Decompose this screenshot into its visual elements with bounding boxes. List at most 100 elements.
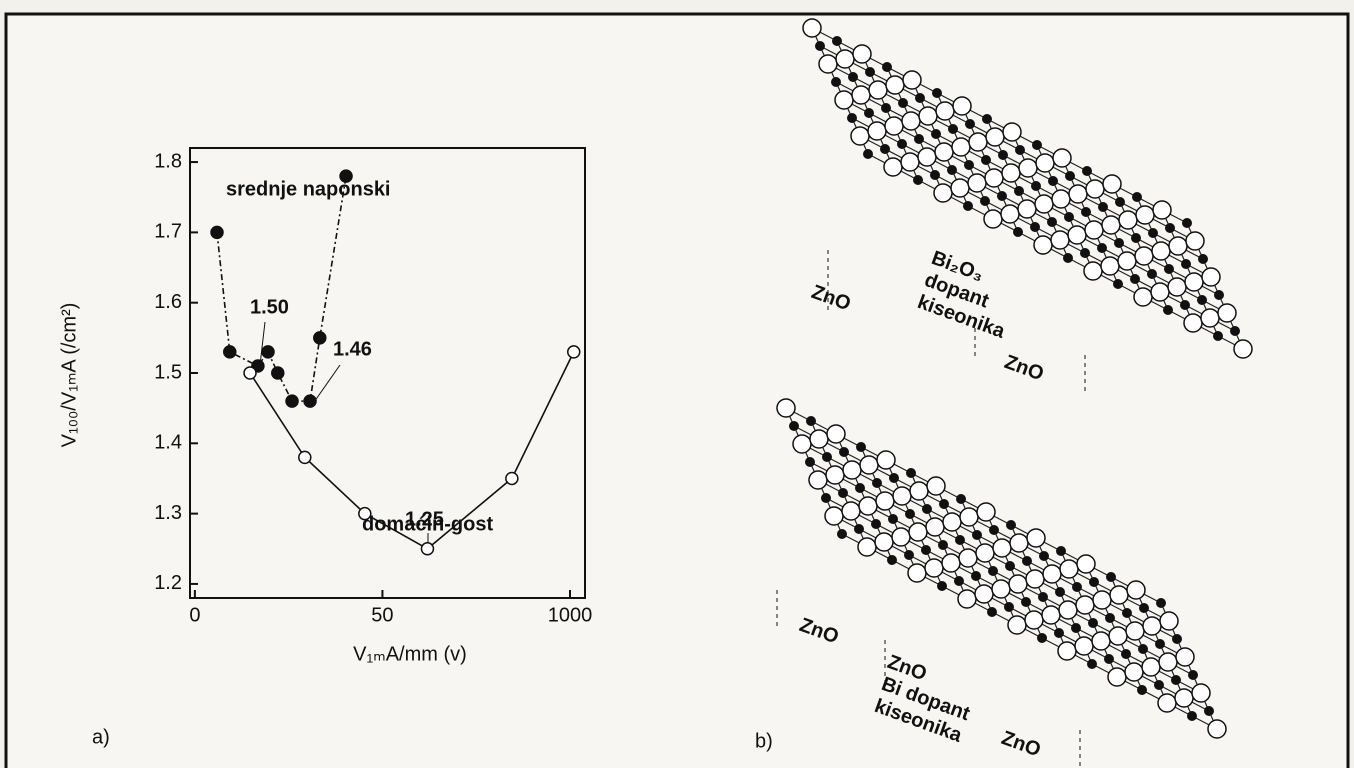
y-tick-label: 1.8 — [154, 150, 182, 172]
atom-small — [1098, 202, 1108, 212]
atom-small — [1122, 608, 1132, 618]
atom-small — [1087, 659, 1097, 669]
atom-large — [1019, 159, 1037, 177]
y-tick-label: 1.3 — [154, 502, 182, 524]
atom-small — [864, 108, 874, 118]
data-point — [272, 367, 284, 379]
y-tick-label: 1.4 — [154, 432, 182, 454]
atom-small — [1172, 634, 1182, 644]
atom-large — [1169, 237, 1187, 255]
atom-small — [1197, 295, 1207, 305]
atom-large — [943, 513, 961, 531]
atom-small — [988, 566, 998, 576]
figure-frame — [6, 14, 1348, 768]
atom-small — [848, 72, 858, 82]
atom-large — [902, 112, 920, 130]
atom-large — [969, 133, 987, 151]
atom-small — [1148, 228, 1158, 238]
data-point — [359, 508, 371, 520]
atom-small — [987, 607, 997, 617]
atom-small — [956, 494, 966, 504]
annotation: 1.46 — [333, 338, 372, 360]
atom-large — [1159, 653, 1177, 671]
atom-large — [1134, 288, 1152, 306]
atom-large — [1068, 226, 1086, 244]
atom-large — [836, 50, 854, 68]
atom-small — [863, 149, 873, 159]
atom-large — [992, 580, 1010, 598]
atom-large — [793, 435, 811, 453]
atom-small — [938, 540, 948, 550]
series-label: srednje naponski — [226, 178, 391, 200]
atom-large — [976, 544, 994, 562]
atom-large — [842, 502, 860, 520]
atom-small — [1065, 171, 1075, 181]
atom-large — [1085, 221, 1103, 239]
atom-small — [989, 525, 999, 535]
atom-small — [1013, 227, 1023, 237]
atom-large — [1125, 663, 1143, 681]
atom-large — [892, 528, 910, 546]
atom-large — [1086, 180, 1104, 198]
atom-large — [1051, 231, 1069, 249]
atom-small — [1063, 253, 1073, 263]
atom-small — [915, 93, 925, 103]
atom-small — [1055, 587, 1065, 597]
atom-large — [903, 71, 921, 89]
data-point — [299, 451, 311, 463]
atom-small — [1115, 197, 1125, 207]
atom-small — [1163, 305, 1173, 315]
atom-small — [1214, 290, 1224, 300]
atom-small — [856, 442, 866, 452]
atom-small — [1187, 711, 1197, 721]
atom-small — [1005, 561, 1015, 571]
atom-small — [1072, 582, 1082, 592]
atom-large — [1102, 216, 1120, 234]
atom-large — [1184, 314, 1202, 332]
atom-small — [1097, 243, 1107, 253]
atom-large — [885, 117, 903, 135]
atom-small — [1048, 176, 1058, 186]
atom-large — [835, 91, 853, 109]
atom-large — [893, 487, 911, 505]
atom-small — [954, 576, 964, 586]
atom-small — [904, 550, 914, 560]
atom-large — [1108, 668, 1126, 686]
atom-large — [1069, 185, 1087, 203]
atom-large — [819, 55, 837, 73]
atom-large — [919, 107, 937, 125]
atom-large — [1101, 257, 1119, 275]
atom-large — [1052, 190, 1070, 208]
atom-small — [839, 447, 849, 457]
atom-large — [958, 590, 976, 608]
atom-small — [955, 535, 965, 545]
atom-small — [1022, 556, 1032, 566]
atom-small — [1006, 520, 1016, 530]
atom-small — [914, 134, 924, 144]
atom-small — [1071, 623, 1081, 633]
atom-large — [859, 497, 877, 515]
atom-large — [826, 466, 844, 484]
atom-small — [1121, 649, 1131, 659]
x-tick-label: 0 — [189, 604, 200, 626]
atom-large — [825, 507, 843, 525]
atom-small — [882, 62, 892, 72]
atom-small — [913, 175, 923, 185]
atom-large — [984, 210, 1002, 228]
atom-small — [871, 519, 881, 529]
atom-small — [847, 113, 857, 123]
atom-large — [910, 482, 928, 500]
data-point — [568, 346, 580, 358]
atom-large — [884, 158, 902, 176]
atom-large — [875, 533, 893, 551]
atom-small — [1104, 654, 1114, 664]
atom-small — [922, 504, 932, 514]
atom-small — [1106, 572, 1116, 582]
atom-large — [1043, 565, 1061, 583]
atom-large — [1027, 529, 1045, 547]
panel-label: a) — [92, 726, 110, 748]
atom-large — [986, 128, 1004, 146]
atom-small — [906, 468, 916, 478]
atom-large — [877, 451, 895, 469]
atom-small — [1082, 166, 1092, 176]
